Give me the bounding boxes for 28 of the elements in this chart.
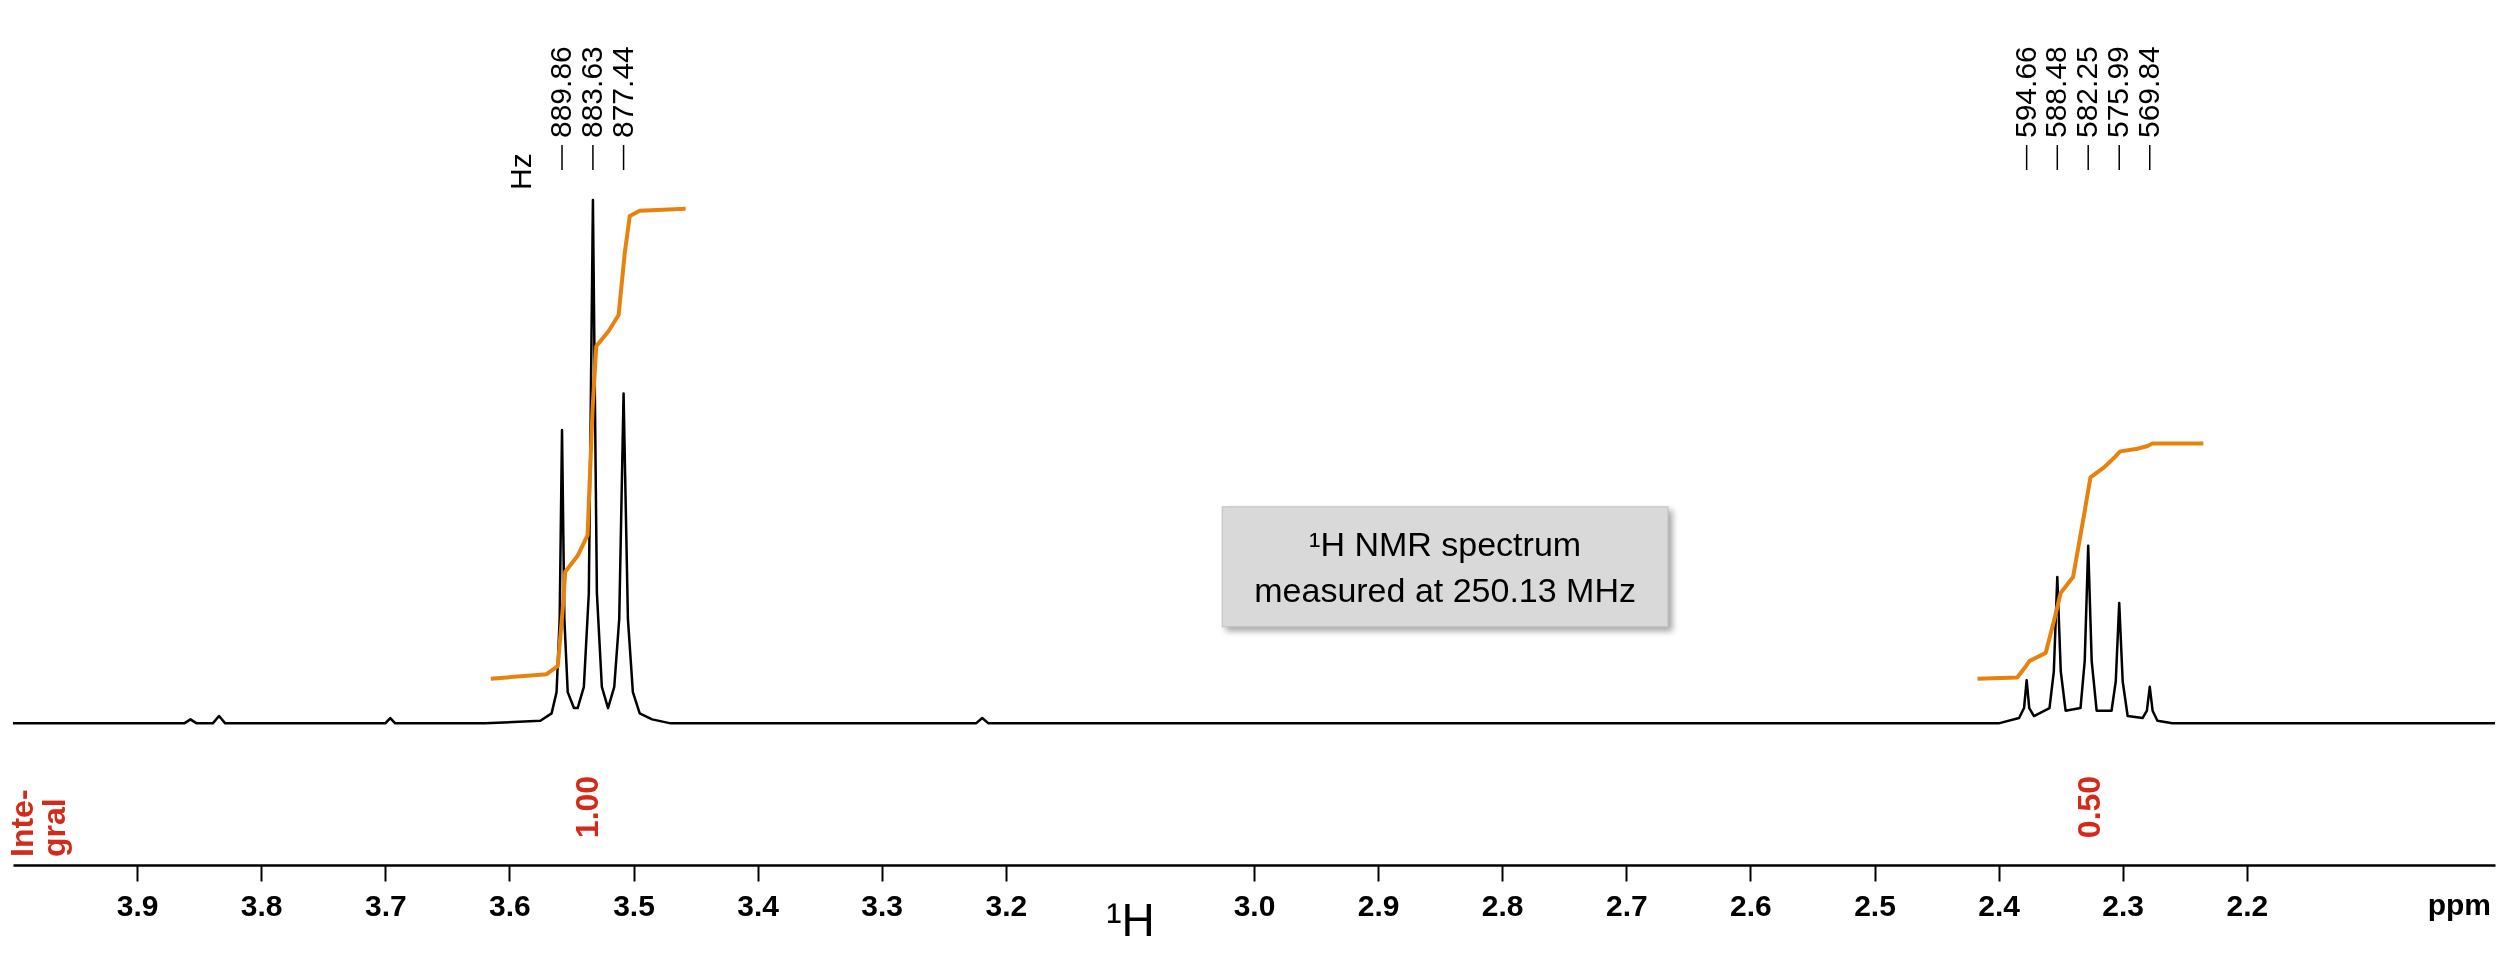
- x-tick-label: 2.7: [1605, 888, 1648, 922]
- annotation: 588.48: [2039, 46, 2073, 138]
- x-tick-label: 2.8: [1481, 888, 1524, 922]
- x-axis-title: ¹H: [1106, 893, 1155, 946]
- x-tick-label: 2.3: [2102, 888, 2145, 922]
- x-tick-label: 3.0: [1233, 888, 1276, 922]
- x-tick-label: 3.6: [489, 888, 531, 922]
- x-tick-label: 3.5: [613, 888, 655, 922]
- x-tick-label: 2.4: [1978, 888, 2021, 922]
- x-tick-label: 2.6: [1730, 888, 1772, 922]
- x-tick-label: 2.2: [2226, 888, 2269, 922]
- x-tick-label: 3.7: [364, 888, 407, 922]
- annotation: 0.50: [2071, 775, 2108, 839]
- x-tick-label: 3.2: [985, 888, 1028, 922]
- x-tick-label: 3.3: [861, 888, 904, 922]
- x-tick-label: 2.9: [1357, 888, 1400, 922]
- annotation: 877.44: [605, 46, 639, 138]
- annotation: 594.66: [2008, 46, 2042, 138]
- text: Hz: [504, 153, 538, 190]
- annotation: Inte- gral: [4, 789, 72, 857]
- x-tick-label: 3.9: [116, 888, 159, 922]
- annotation: ¹H NMR spectrum measured at 250.13 MHz: [1254, 524, 1636, 609]
- text: ppm: [2427, 888, 2491, 921]
- x-tick-label: 3.8: [240, 888, 283, 922]
- x-tick-label: 2.5: [1854, 888, 1896, 922]
- annotation: 582.25: [2070, 46, 2104, 138]
- annotation: 1.00: [569, 775, 606, 839]
- x-tick-label: 3.4: [737, 888, 780, 922]
